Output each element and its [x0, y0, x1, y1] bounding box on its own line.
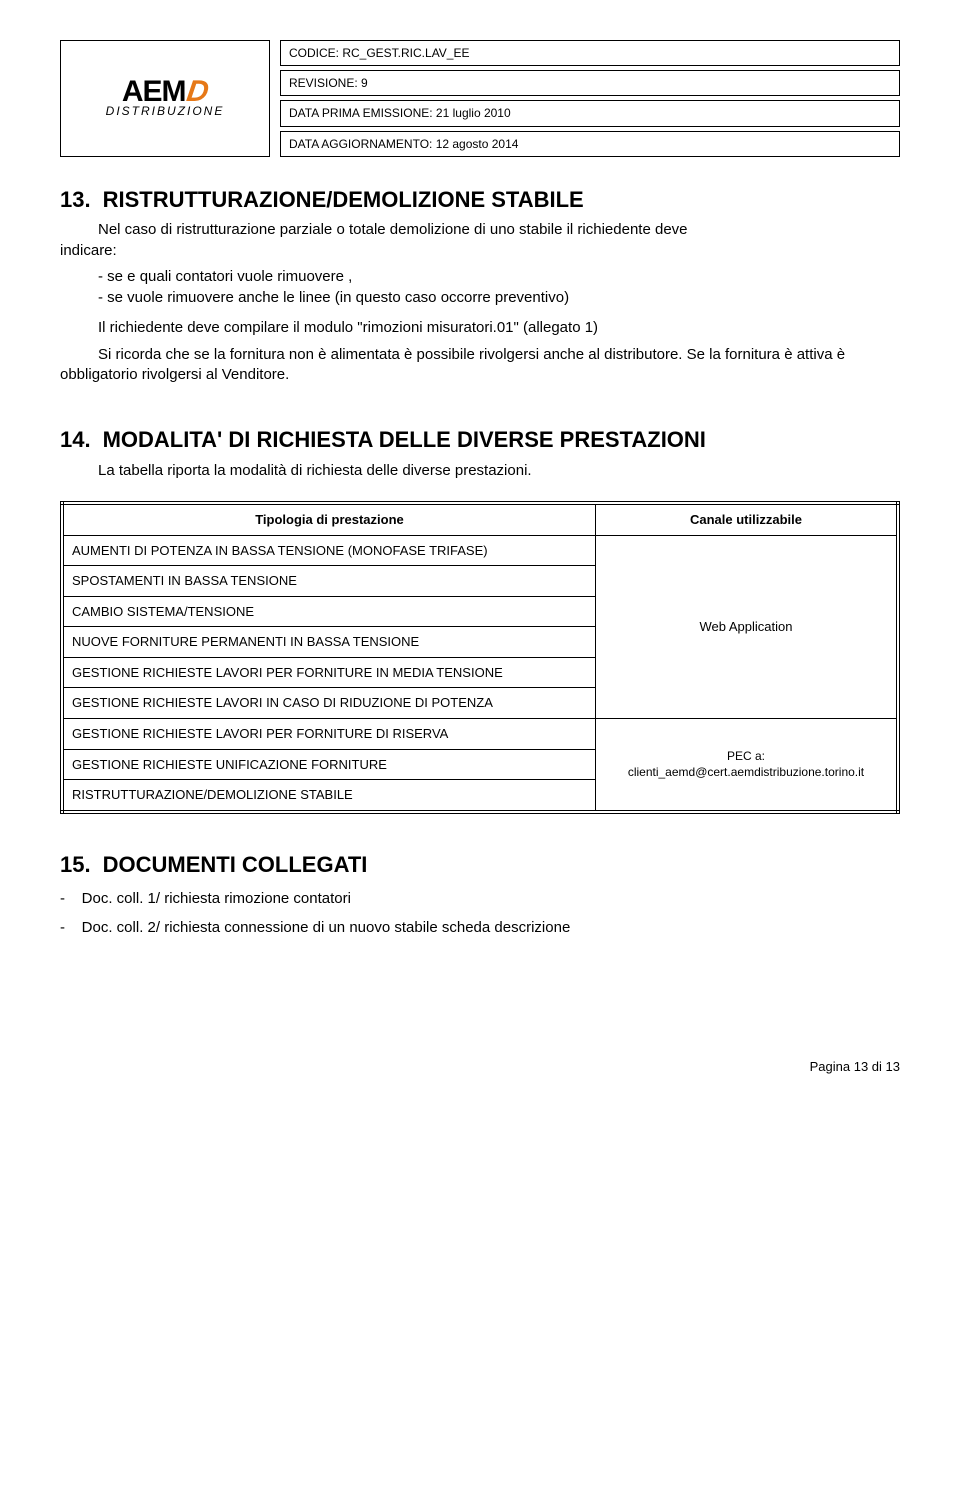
pec-label: PEC a: — [727, 749, 765, 763]
table-row: NUOVE FORNITURE PERMANENTI IN BASSA TENS… — [62, 627, 595, 658]
section-14-title: MODALITA' DI RICHIESTA DELLE DIVERSE PRE… — [103, 427, 706, 452]
table-row: GESTIONE RICHIESTE LAVORI PER FORNITURE … — [62, 718, 595, 749]
table-header-canale: Canale utilizzabile — [595, 503, 898, 535]
section-13-bullets: se e quali contatori vuole rimuovere , s… — [60, 267, 900, 309]
page-footer: Pagina 13 di 13 — [60, 1058, 900, 1076]
section-13-intro: Nel caso di ristrutturazione parziale o … — [60, 220, 900, 261]
table-canale-pec: PEC a: clienti_aemd@cert.aemdistribuzion… — [595, 718, 898, 811]
table-header-tipologia: Tipologia di prestazione — [62, 503, 595, 535]
section-15-number: 15. — [60, 852, 91, 877]
logo-d: D — [186, 78, 210, 105]
meta-revisione: REVISIONE: 9 — [280, 70, 900, 96]
table-row: AUMENTI DI POTENZA IN BASSA TENSIONE (MO… — [62, 535, 595, 566]
documents-list: Doc. coll. 1/ richiesta rimozione contat… — [60, 889, 900, 938]
table-row: CAMBIO SISTEMA/TENSIONE — [62, 596, 595, 627]
section-14-sub: La tabella riporta la modalità di richie… — [98, 461, 900, 481]
meta-prima-emissione: DATA PRIMA EMISSIONE: 21 luglio 2010 — [280, 100, 900, 126]
table-row: GESTIONE RICHIESTE UNIFICAZIONE FORNITUR… — [62, 749, 595, 780]
doc-item-1: Doc. coll. 1/ richiesta rimozione contat… — [60, 889, 900, 909]
meta-aggiornamento: DATA AGGIORNAMENTO: 12 agosto 2014 — [280, 131, 900, 157]
logo-cell: AEMD DISTRIBUZIONE — [60, 40, 270, 157]
table-row: GESTIONE RICHIESTE LAVORI PER FORNITURE … — [62, 657, 595, 688]
table-row: RISTRUTTURAZIONE/DEMOLIZIONE STABILE — [62, 780, 595, 812]
table-canale-web: Web Application — [595, 535, 898, 718]
section-15-heading: 15. DOCUMENTI COLLEGATI — [60, 850, 900, 880]
section-13-p2: Si ricorda che se la fornitura non è ali… — [60, 345, 900, 386]
section-13-bullet-2: se vuole rimuovere anche le linee (in qu… — [98, 288, 900, 308]
section-14-heading: 14. MODALITA' DI RICHIESTA DELLE DIVERSE … — [60, 425, 900, 455]
prestazioni-table: Tipologia di prestazione Canale utilizza… — [60, 501, 900, 813]
pec-address: clienti_aemd@cert.aemdistribuzione.torin… — [628, 765, 864, 779]
section-13-intro-a: Nel caso di ristrutturazione parziale o … — [98, 221, 688, 238]
section-14-number: 14. — [60, 427, 91, 452]
section-13-heading: 13. RISTRUTTURAZIONE/DEMOLIZIONE STABILE — [60, 185, 900, 215]
section-13-intro-b: indicare: — [60, 242, 117, 259]
logo-subline: DISTRIBUZIONE — [106, 103, 225, 119]
section-13-bullet-1: se e quali contatori vuole rimuovere , — [98, 267, 900, 287]
table-row: GESTIONE RICHIESTE LAVORI IN CASO DI RID… — [62, 688, 595, 719]
logo: AEMD DISTRIBUZIONE — [106, 78, 225, 119]
header: AEMD DISTRIBUZIONE CODICE: RC_GEST.RIC.L… — [60, 40, 900, 157]
meta-column: CODICE: RC_GEST.RIC.LAV_EE REVISIONE: 9 … — [280, 40, 900, 157]
doc-item-2: Doc. coll. 2/ richiesta connessione di u… — [60, 918, 900, 938]
logo-main: AEMD — [106, 78, 225, 105]
meta-codice: CODICE: RC_GEST.RIC.LAV_EE — [280, 40, 900, 66]
section-13-number: 13. — [60, 187, 91, 212]
table-row: SPOSTAMENTI IN BASSA TENSIONE — [62, 566, 595, 597]
section-15-title: DOCUMENTI COLLEGATI — [103, 852, 368, 877]
section-13-title: RISTRUTTURAZIONE/DEMOLIZIONE STABILE — [103, 187, 584, 212]
section-13-p1: Il richiedente deve compilare il modulo … — [60, 318, 900, 338]
